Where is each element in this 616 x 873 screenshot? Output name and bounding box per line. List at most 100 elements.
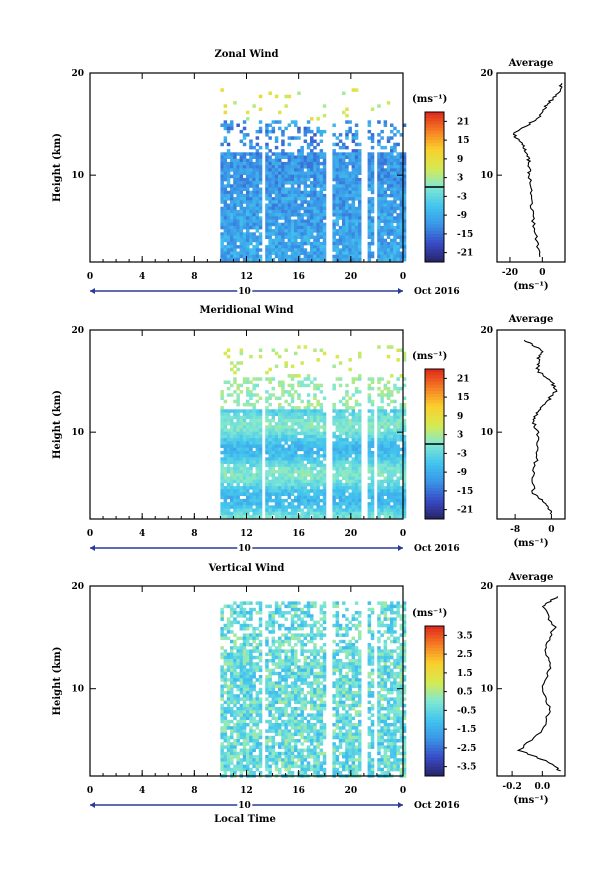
heatmap-cell bbox=[278, 700, 282, 705]
heatmap-cell bbox=[294, 444, 298, 448]
heatmap-cell bbox=[226, 225, 231, 230]
heatmap-cell bbox=[281, 729, 285, 733]
heatmap-cell bbox=[246, 390, 250, 394]
heatmap-cell bbox=[230, 187, 234, 191]
heatmap-cell bbox=[230, 229, 234, 233]
heatmap-cell bbox=[281, 498, 285, 503]
heatmap-cell bbox=[386, 254, 391, 259]
profile-x-tick-label: 0 bbox=[539, 268, 545, 278]
heatmap-cell bbox=[249, 771, 253, 775]
colorbar-segment bbox=[425, 177, 444, 182]
heatmap-cell bbox=[255, 726, 260, 730]
heatmap-cell bbox=[319, 418, 324, 423]
heatmap-cell bbox=[399, 457, 404, 461]
colorbar-segment bbox=[425, 415, 444, 420]
heatmap-cell bbox=[258, 377, 263, 381]
heatmap-cell bbox=[290, 386, 295, 391]
heatmap-cell bbox=[338, 181, 343, 185]
heatmap-cell bbox=[354, 498, 359, 503]
heatmap-cell bbox=[258, 222, 263, 227]
heatmap-cell bbox=[246, 177, 250, 182]
heatmap-cell bbox=[271, 460, 276, 464]
heatmap-cell bbox=[383, 152, 388, 156]
heatmap-cell bbox=[319, 257, 324, 262]
colorbar-segment bbox=[425, 237, 444, 241]
heatmap-cell bbox=[300, 222, 304, 227]
heatmap-cell bbox=[290, 716, 295, 721]
heatmap-cell bbox=[220, 742, 224, 746]
heatmap-cell bbox=[252, 719, 256, 724]
heatmap-cell bbox=[399, 466, 404, 471]
heatmap-cell bbox=[390, 245, 394, 249]
heatmap-cell bbox=[342, 187, 346, 191]
heatmap-cell bbox=[274, 700, 279, 705]
heatmap-cell bbox=[284, 691, 288, 695]
heatmap-cell bbox=[246, 652, 250, 657]
heatmap-cell bbox=[348, 412, 352, 416]
colorbar-segment bbox=[425, 202, 444, 207]
heatmap-cell bbox=[313, 514, 317, 519]
heatmap-cell bbox=[370, 473, 375, 477]
heatmap-cell bbox=[226, 152, 231, 156]
heatmap-cell bbox=[380, 460, 384, 464]
heatmap-cell bbox=[332, 254, 336, 259]
heatmap-cell bbox=[313, 181, 317, 185]
heatmap-cell bbox=[274, 719, 279, 724]
heatmap-cell bbox=[249, 213, 253, 217]
heatmap-cell bbox=[399, 184, 404, 188]
heatmap-cell bbox=[236, 457, 240, 461]
heatmap-cell bbox=[393, 457, 397, 461]
heatmap-cell bbox=[242, 735, 247, 740]
heatmap-cell bbox=[233, 684, 237, 689]
heatmap-cell bbox=[322, 158, 327, 163]
heatmap-cell bbox=[396, 495, 400, 500]
heatmap-cell bbox=[258, 764, 263, 769]
heatmap-cell bbox=[377, 254, 381, 259]
heatmap-cell bbox=[242, 136, 247, 140]
heatmap-cell bbox=[249, 241, 253, 246]
heatmap-cell bbox=[290, 745, 295, 749]
heatmap-cell bbox=[319, 390, 324, 394]
heatmap-cell bbox=[220, 684, 224, 689]
heatmap-cell bbox=[351, 434, 356, 439]
heatmap-cell bbox=[290, 251, 295, 255]
heatmap-cell bbox=[290, 659, 295, 663]
heatmap-cell bbox=[300, 216, 304, 220]
colorbar-segment bbox=[425, 218, 444, 222]
heatmap-cell bbox=[332, 454, 336, 458]
heatmap-cell bbox=[287, 694, 292, 698]
heatmap-cell bbox=[354, 473, 359, 477]
heatmap-cell bbox=[297, 187, 301, 191]
heatmap-cell bbox=[281, 476, 285, 480]
heatmap-cell bbox=[226, 213, 231, 217]
heatmap-cell bbox=[300, 441, 304, 445]
heatmap-cell bbox=[278, 193, 282, 198]
heatmap-cell bbox=[399, 222, 404, 227]
heatmap-cell bbox=[354, 222, 359, 227]
heatmap-cell bbox=[252, 235, 256, 239]
heatmap-cell bbox=[319, 222, 324, 227]
heatmap-cell bbox=[255, 655, 260, 660]
heatmap-cell bbox=[284, 681, 288, 685]
heatmap-cell bbox=[297, 418, 301, 423]
heatmap-cell bbox=[310, 219, 314, 223]
heatmap-cell bbox=[396, 511, 400, 516]
profile-y-tick-label: 10 bbox=[480, 428, 493, 438]
heatmap-cell bbox=[297, 668, 301, 673]
heatmap-cell bbox=[220, 675, 224, 679]
heatmap-cell bbox=[386, 209, 391, 214]
heatmap-cell bbox=[249, 418, 253, 423]
heatmap-cell bbox=[332, 431, 336, 436]
heatmap-cell bbox=[303, 489, 308, 493]
heatmap-cell bbox=[303, 126, 308, 131]
heatmap-cell bbox=[252, 627, 256, 631]
heatmap-cell bbox=[242, 659, 247, 663]
heatmap-cell bbox=[230, 771, 234, 775]
heatmap-cell bbox=[252, 383, 256, 388]
heatmap-cell bbox=[258, 732, 263, 737]
heatmap-cell bbox=[297, 671, 301, 676]
heatmap-cell bbox=[399, 386, 404, 391]
heatmap-cell bbox=[290, 505, 295, 509]
heatmap-cell bbox=[223, 213, 228, 217]
colorbar-segment bbox=[425, 503, 444, 507]
